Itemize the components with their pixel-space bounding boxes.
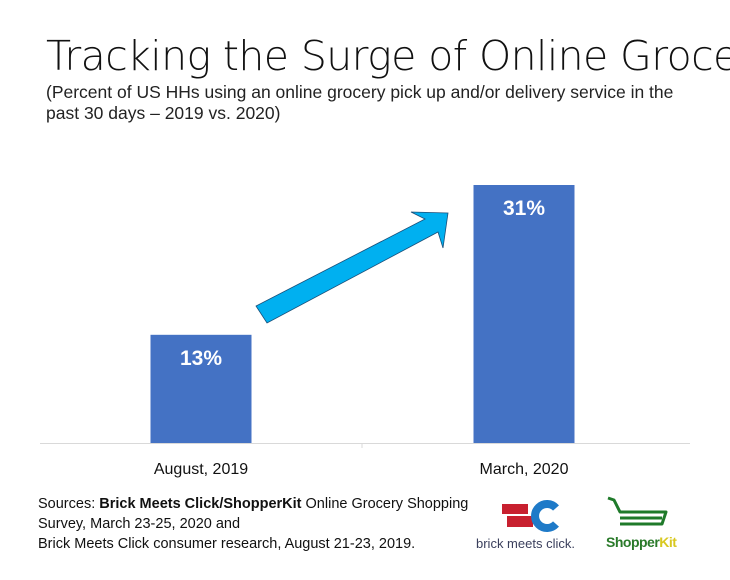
data-label: 13%: [180, 347, 222, 370]
category-label: August, 2019: [154, 461, 248, 478]
brick-logo-text: brick meets click.: [476, 536, 575, 551]
shopperkit-text: ShopperKit: [606, 534, 677, 550]
bar-2: [473, 185, 575, 443]
sources-note: Sources: Brick Meets Click/ShopperKit On…: [38, 494, 478, 554]
brick-meets-click-logo: brick meets click.: [476, 498, 596, 554]
bar-1: [150, 334, 252, 443]
data-label: 31%: [503, 197, 545, 220]
sources-bold: Brick Meets Click/ShopperKit: [99, 496, 302, 512]
sources-text-2: Brick Meets Click consumer research, Aug…: [38, 536, 416, 552]
shopperkit-logo: ShopperKit: [604, 494, 694, 554]
category-label: March, 2020: [480, 461, 569, 478]
brick-logo-icon: [502, 500, 559, 532]
sources-text-1: Online Grocery Shopping Survey, March 23…: [38, 496, 469, 532]
subtitle: (Percent of US HHs using an online groce…: [46, 82, 674, 123]
cart-icon: [607, 496, 668, 526]
growth-arrow: [255, 211, 449, 324]
sources-prefix: Sources:: [38, 496, 100, 512]
bar-chart: 13% August, 2019 31% March, 2020: [40, 185, 690, 478]
page-title: Tracking the Surge of Online Grocery: [46, 32, 730, 80]
